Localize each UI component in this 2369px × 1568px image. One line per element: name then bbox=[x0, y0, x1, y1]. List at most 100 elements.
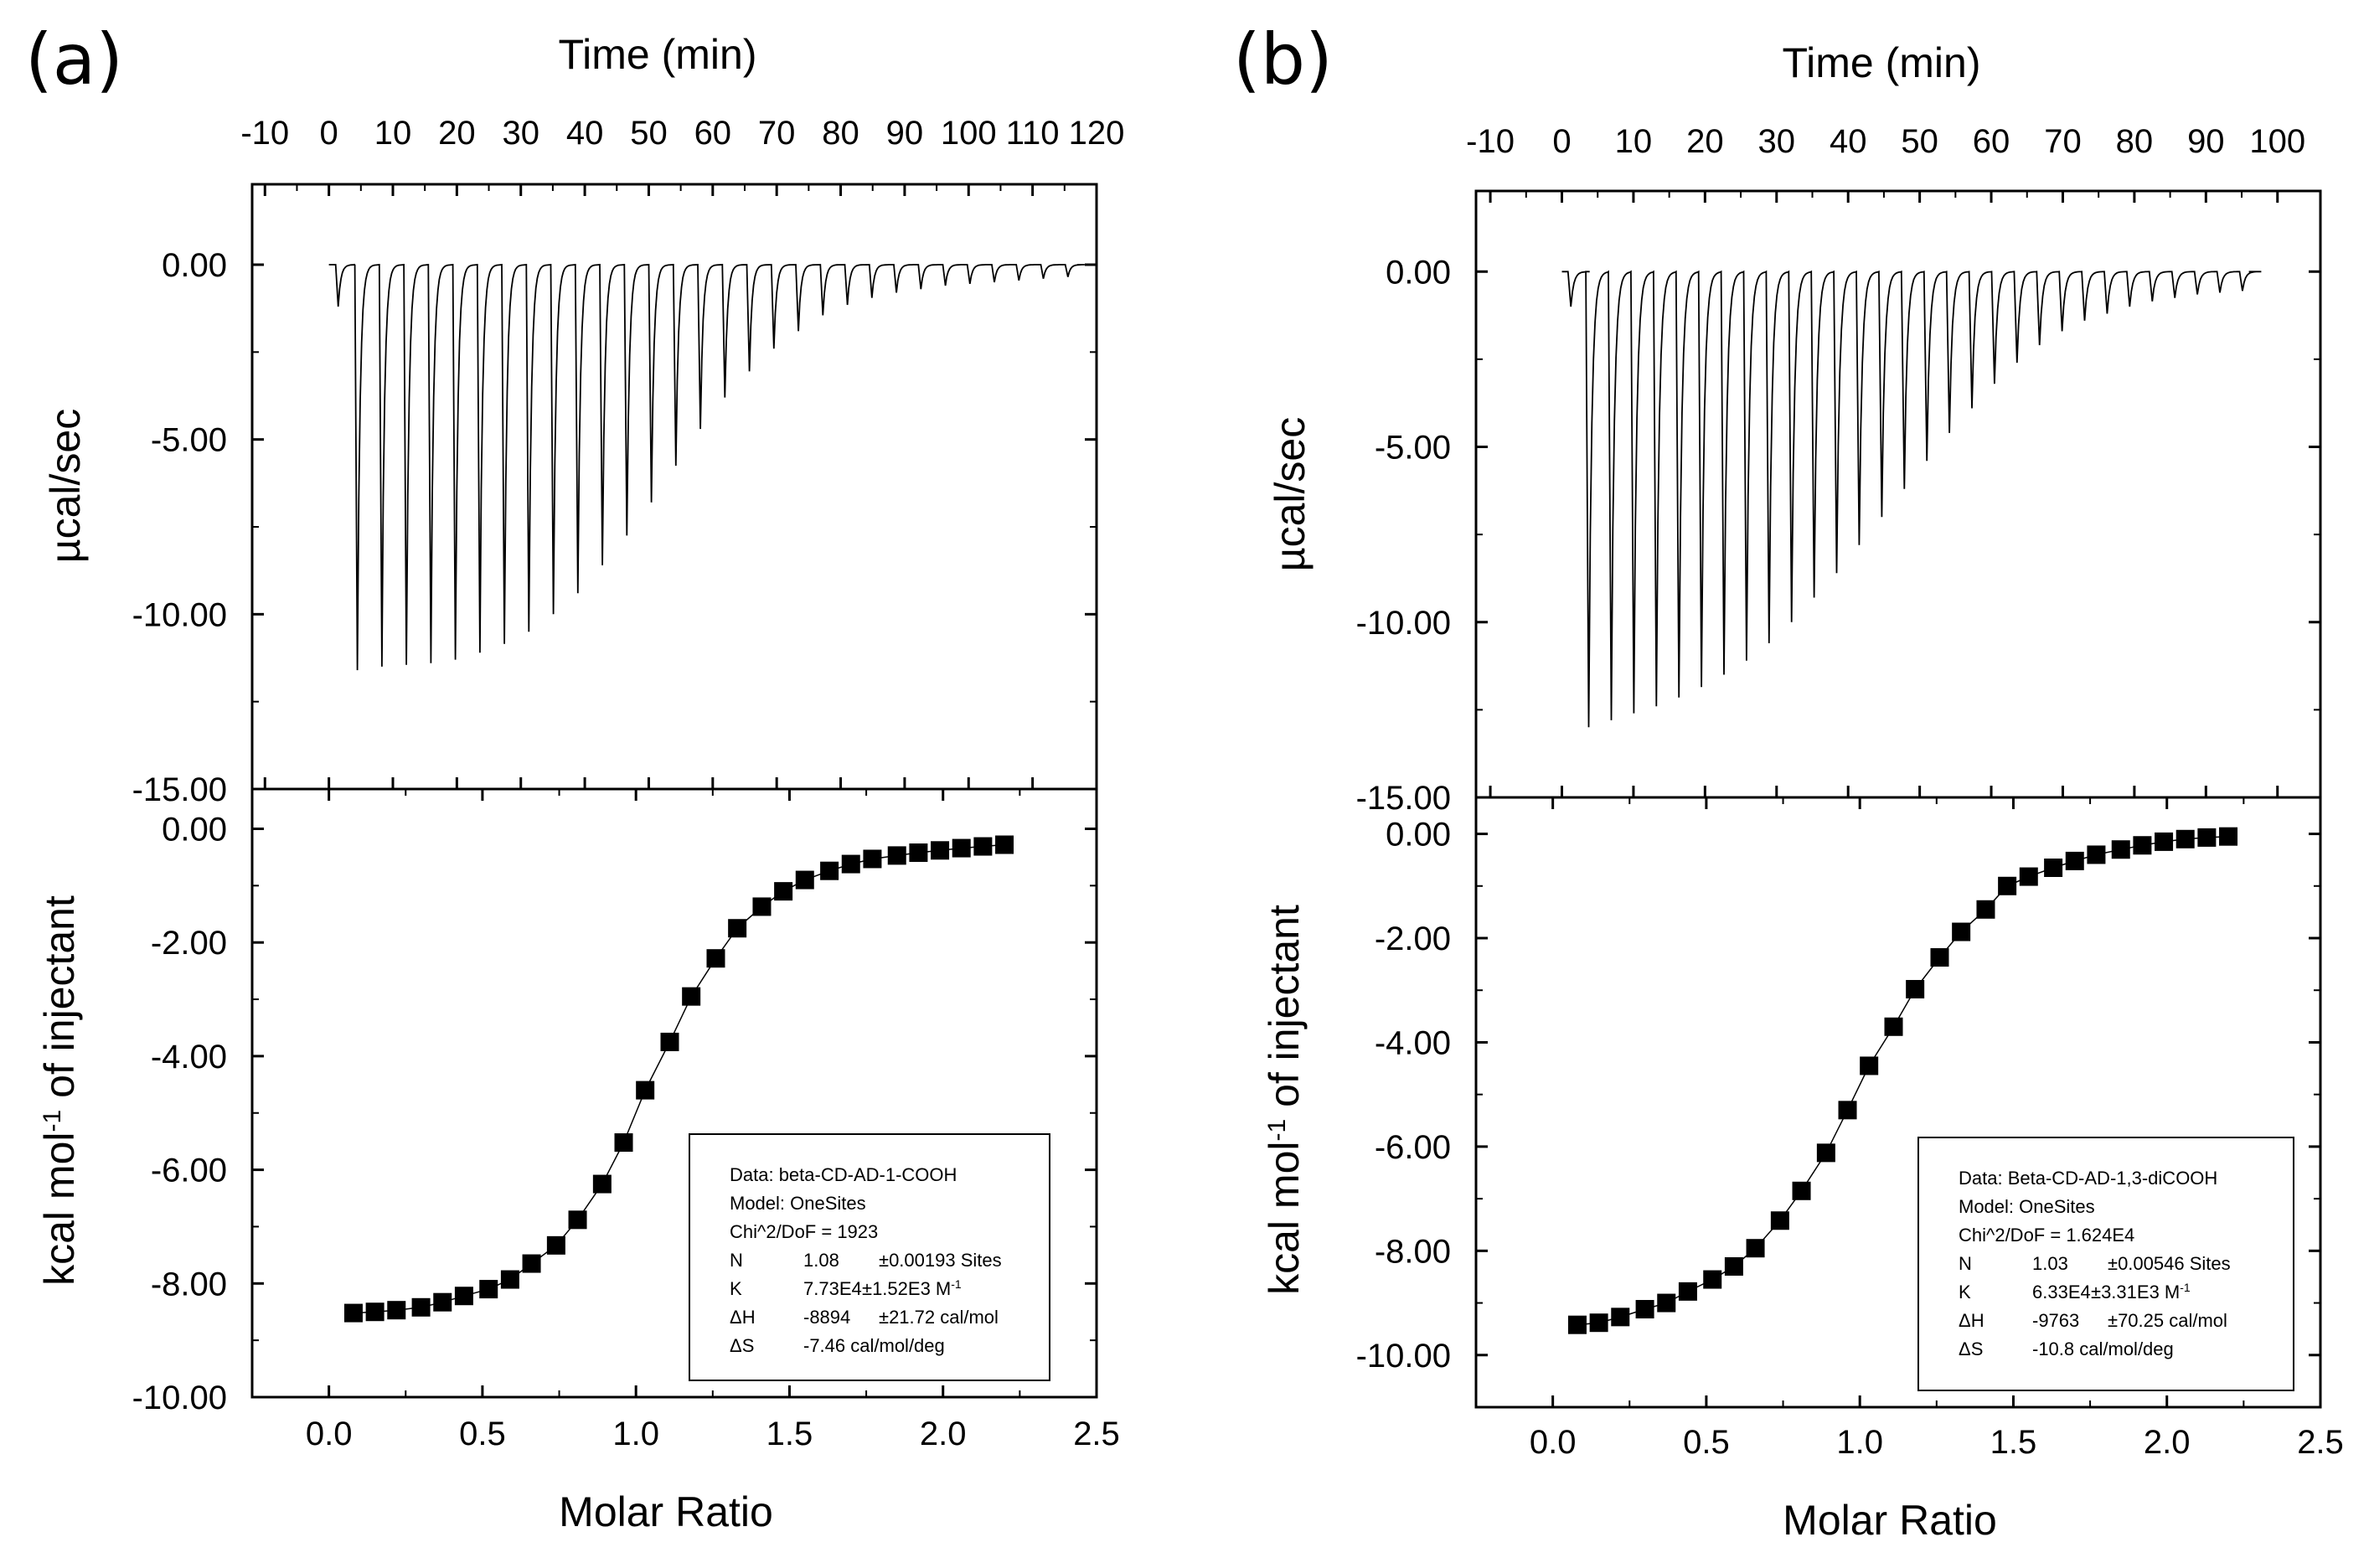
integrated-heat-point bbox=[2155, 832, 2174, 851]
power-axis-title: µcal/sec bbox=[1267, 417, 1314, 571]
integrated-heat-point bbox=[728, 919, 747, 938]
integrated-heat-point bbox=[682, 987, 701, 1006]
enthalpy-tick-label: -2.00 bbox=[1375, 921, 1451, 957]
integrated-heat-point bbox=[1567, 1315, 1587, 1334]
time-tick-label: 20 bbox=[438, 115, 476, 152]
legend-line: Data: beta-CD-AD-1-COOH bbox=[730, 1164, 957, 1185]
integrated-heat-point bbox=[568, 1210, 587, 1230]
legend-param-name: ΔH bbox=[730, 1307, 756, 1328]
time-tick-label: -10 bbox=[1466, 123, 1515, 160]
legend-param-name: ΔS bbox=[730, 1335, 754, 1356]
integrated-heat-point bbox=[2044, 859, 2063, 877]
power-tick-label: -15.00 bbox=[1356, 780, 1451, 817]
integrated-heat-point bbox=[887, 846, 906, 865]
integrated-heat-point bbox=[863, 849, 882, 869]
enthalpy-tick-label: -6.00 bbox=[151, 1153, 227, 1189]
fit-parameters-legend: Data: Beta-CD-AD-1,3-diCOOH Model: OneSit… bbox=[1917, 1137, 2294, 1391]
legend-param-value: 6.33E4 bbox=[2032, 1282, 2091, 1302]
legend-line: Data: Beta-CD-AD-1,3-diCOOH bbox=[1959, 1168, 2217, 1189]
legend-param-value: 1.03 bbox=[2032, 1253, 2068, 1274]
time-tick-label: 50 bbox=[1901, 123, 1938, 160]
time-axis-title: Time (min) bbox=[1782, 39, 1980, 86]
integrated-heat-point bbox=[387, 1301, 406, 1320]
integrated-heat-point bbox=[995, 835, 1014, 854]
integrated-heat-point bbox=[2111, 840, 2130, 859]
time-tick-label: 100 bbox=[2249, 123, 2305, 160]
isotherm-frame bbox=[1474, 796, 2322, 1409]
enthalpy-tick-label: 0.00 bbox=[1386, 817, 1451, 854]
time-tick-label: 30 bbox=[502, 115, 539, 152]
power-tick-label: 0.00 bbox=[1386, 254, 1451, 291]
chart-panel-b: (b) -10 0 10 20 30 40 50 60 70 80 90 100 0.00 -5.00 -10… bbox=[1233, 18, 2344, 1544]
legend-param-error: ±0.00546 Sites bbox=[2108, 1253, 2231, 1274]
enthalpy-tick-label: -10.00 bbox=[1356, 1338, 1451, 1375]
integrated-heat-point bbox=[1635, 1300, 1654, 1319]
integrated-heat-point bbox=[2065, 851, 2084, 870]
integrated-heat-point bbox=[500, 1270, 519, 1289]
integrated-heat-point bbox=[1792, 1181, 1811, 1200]
legend-box bbox=[689, 1133, 1050, 1381]
time-tick-label: 80 bbox=[822, 115, 859, 152]
time-tick-label: 0 bbox=[1552, 123, 1571, 160]
integrated-heat-point bbox=[1611, 1308, 1630, 1327]
enthalpy-tick-label: -2.00 bbox=[151, 925, 227, 962]
legend-param-name: K bbox=[1959, 1282, 1971, 1302]
enthalpy-tick-label: -4.00 bbox=[151, 1039, 227, 1075]
ratio-tick-label: 2.5 bbox=[2297, 1424, 2344, 1461]
enthalpy-axis-title: kcal mol-1 of injectant bbox=[36, 895, 83, 1286]
legend-param-name: ΔS bbox=[1959, 1338, 1983, 1359]
time-tick-label: 90 bbox=[2187, 123, 2225, 160]
legend-param-value: 7.73E4 bbox=[803, 1278, 862, 1299]
integrated-heat-point bbox=[1976, 900, 1995, 919]
ratio-axis-title: Molar Ratio bbox=[559, 1488, 773, 1535]
thermogram-frame bbox=[1474, 189, 2322, 799]
legend-param-error: ±0.00193 Sites bbox=[879, 1250, 1002, 1271]
integrated-heat-point bbox=[1746, 1239, 1765, 1258]
integrated-heat-point bbox=[343, 1303, 363, 1323]
integrated-heat-point bbox=[841, 854, 860, 874]
enthalpy-axis-title: kcal mol-1 of injectant bbox=[1261, 905, 1308, 1295]
integrated-heat-point bbox=[973, 837, 993, 856]
power-tick-label: -10.00 bbox=[1356, 605, 1451, 642]
time-tick-label: 100 bbox=[941, 115, 997, 152]
time-tick-label: 10 bbox=[1615, 123, 1653, 160]
thermogram-trace bbox=[1561, 270, 2262, 728]
legend-box bbox=[1917, 1137, 2294, 1391]
power-tick-label: -10.00 bbox=[132, 596, 227, 633]
ratio-tick-label: 0.5 bbox=[1683, 1424, 1730, 1461]
time-tick-label: 110 bbox=[1006, 115, 1060, 152]
power-tick-label: -5.00 bbox=[151, 422, 227, 459]
time-axis-title: Time (min) bbox=[558, 31, 756, 78]
integrated-heat-point bbox=[795, 870, 814, 890]
ratio-tick-label: 2.0 bbox=[920, 1416, 967, 1452]
integrated-heat-point bbox=[592, 1174, 612, 1194]
legend-param-error: ±70.25 cal/mol bbox=[2108, 1310, 2227, 1331]
time-tick-label: 30 bbox=[1758, 123, 1796, 160]
ratio-tick-label: 1.5 bbox=[1990, 1424, 2037, 1461]
integrated-heat-point bbox=[660, 1032, 679, 1051]
integrated-heat-point bbox=[1930, 948, 1949, 967]
legend-line: Model: OneSites bbox=[1959, 1196, 2095, 1217]
integrated-heat-point bbox=[2087, 845, 2106, 864]
time-tick-label: 90 bbox=[886, 115, 924, 152]
power-tick-label: -15.00 bbox=[132, 771, 227, 808]
power-tick-label: -5.00 bbox=[1375, 430, 1451, 467]
panel-label: (b) bbox=[1233, 18, 1333, 101]
thermogram-trace bbox=[328, 263, 1085, 671]
time-tick-label: -10 bbox=[240, 115, 289, 152]
integrated-heat-point bbox=[1589, 1313, 1608, 1333]
panel-label: (a) bbox=[25, 18, 123, 101]
enthalpy-tick-label: -10.00 bbox=[132, 1380, 227, 1416]
integrated-heat-point bbox=[2175, 829, 2195, 848]
legend-param-value: 1.08 bbox=[803, 1250, 839, 1271]
ratio-tick-label: 2.5 bbox=[1073, 1416, 1120, 1452]
legend-param-name: ΔH bbox=[1959, 1310, 1984, 1331]
ratio-tick-label: 0.0 bbox=[306, 1416, 353, 1452]
integrated-heat-point bbox=[909, 843, 928, 862]
enthalpy-tick-label: -8.00 bbox=[1375, 1233, 1451, 1270]
legend-param-error: ±3.31E3 M-1 bbox=[2091, 1281, 2191, 1302]
integrated-heat-point bbox=[2197, 828, 2217, 847]
integrated-heat-point bbox=[433, 1292, 452, 1312]
integrated-heat-point bbox=[546, 1235, 565, 1255]
